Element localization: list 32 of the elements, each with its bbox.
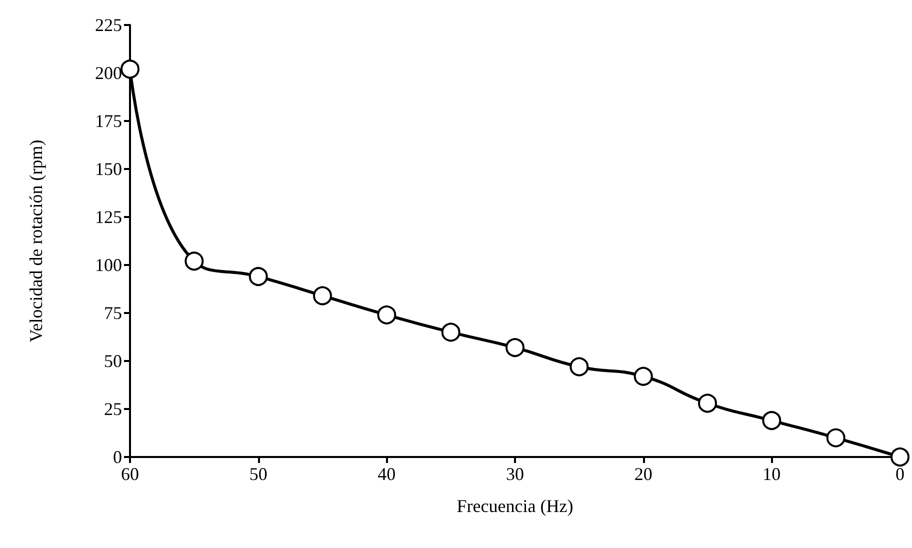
y-tick-label: 150 [95,159,122,179]
x-tick-label: 30 [506,464,524,484]
point [184,252,204,271]
x-tick-label: 50 [249,464,268,484]
y-tick-label: 225 [95,15,122,35]
point [377,305,396,324]
x-tick-label: 0 [896,464,904,484]
point [698,394,717,413]
point [441,322,460,342]
point [248,267,268,286]
point [890,448,910,466]
y-tick-label: 50 [104,351,122,371]
y-tick-label: 125 [95,207,122,227]
y-tick-label: 25 [104,399,122,419]
y-tick-label: 75 [104,303,122,323]
point [506,338,524,358]
point [826,428,846,448]
x-tick-label: 10 [762,464,781,484]
point [120,60,140,79]
x-axis-title: Frecuencia (Hz) [456,496,574,516]
x-tick-label: 60 [121,464,139,484]
point [313,286,332,306]
y-tick-label: 100 [95,255,122,275]
y-tick-label: 200 [95,63,122,83]
x-tick-label: 40 [378,464,396,484]
y-axis-title: Velocidad de rotación (rpm) [26,140,46,342]
y-tick-label: 175 [95,111,122,131]
y-tick-label: 0 [113,447,122,467]
point [570,357,589,376]
point [762,411,782,430]
point [634,366,653,386]
x-tick-label: 20 [634,464,652,484]
